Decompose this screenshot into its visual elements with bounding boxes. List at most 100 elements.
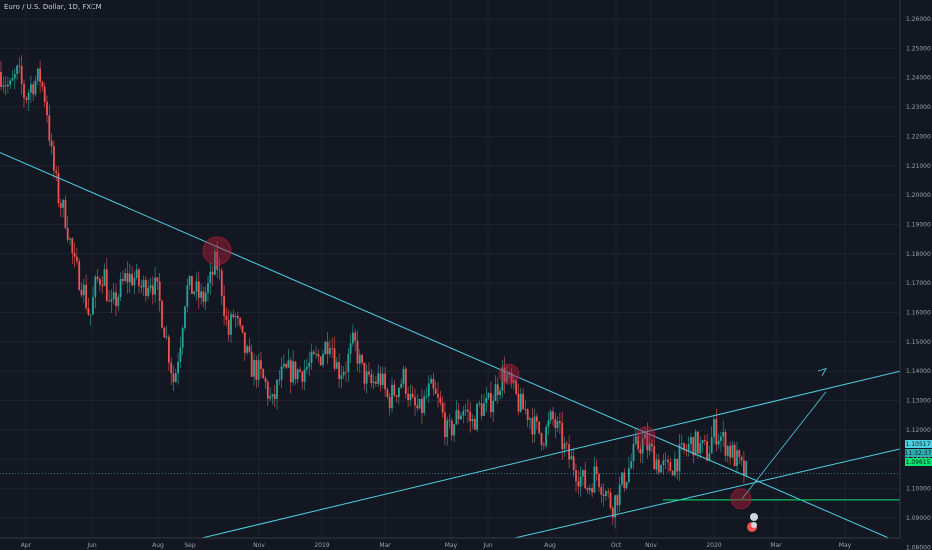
- lower-support-line: [512, 448, 900, 538]
- candle-body: [191, 275, 193, 294]
- candle-body: [430, 378, 432, 384]
- candle-body: [147, 287, 150, 296]
- candle-body: [660, 465, 662, 473]
- candle-body: [23, 83, 25, 98]
- time-tick-label: Aug: [152, 542, 164, 549]
- candle-body: [559, 421, 561, 424]
- candle-body: [241, 325, 244, 333]
- candle-body: [211, 271, 214, 275]
- time-axis[interactable]: [0, 538, 900, 550]
- price-tick-label: 1.12000: [906, 427, 931, 434]
- candle-body: [299, 369, 301, 372]
- candle-body: [248, 346, 251, 352]
- candle-body: [618, 484, 621, 506]
- candle-body: [158, 281, 161, 301]
- time-tick-label: May: [839, 542, 852, 549]
- candle-body: [554, 419, 557, 428]
- candle-body: [145, 279, 147, 296]
- candle-body: [726, 446, 729, 456]
- candle-body: [556, 421, 559, 428]
- candle-body: [20, 65, 23, 84]
- candle-body: [234, 316, 237, 317]
- candle-body: [664, 459, 667, 461]
- candle-body: [103, 269, 106, 286]
- candle-body: [9, 80, 12, 85]
- candle-body: [271, 394, 274, 397]
- candle-body: [614, 495, 616, 518]
- candle-body: [381, 373, 384, 386]
- candle-body: [699, 443, 702, 454]
- event-markers[interactable]: [747, 513, 758, 532]
- price-tick-label: 1.09000: [906, 515, 931, 522]
- chart-title: Euro / U.S. Dollar, 1D, FXCM: [4, 3, 102, 11]
- highlight-circle: [202, 236, 232, 266]
- candle-body: [690, 437, 692, 445]
- highlight-circle: [730, 488, 752, 510]
- candle-body: [526, 409, 529, 420]
- candle-body: [602, 494, 605, 497]
- candle-body: [701, 440, 704, 444]
- trendline-drawings[interactable]: [0, 152, 900, 550]
- candle-body: [181, 328, 184, 348]
- time-tick-label: Nov: [645, 542, 657, 549]
- candle-body: [743, 460, 745, 476]
- highlight-circle: [636, 426, 656, 446]
- price-tick-label: 1.22000: [906, 133, 931, 140]
- candle-body: [388, 396, 391, 409]
- candle-body: [531, 418, 534, 435]
- candle-body: [377, 373, 380, 384]
- candle-body: [2, 85, 5, 87]
- candle-body: [439, 397, 442, 403]
- price-axis[interactable]: [900, 0, 932, 550]
- candle-body: [349, 343, 352, 354]
- candle-body: [517, 393, 520, 412]
- upper-channel-line: [199, 370, 900, 538]
- time-tick-label: Oct: [611, 542, 622, 549]
- candle-body: [39, 68, 41, 83]
- candle-body: [375, 381, 377, 384]
- candle-body: [496, 384, 499, 396]
- candle-body: [202, 291, 205, 302]
- candle-body: [434, 388, 437, 394]
- candle-body: [536, 416, 538, 422]
- candle-body: [616, 495, 619, 506]
- candle-body: [411, 393, 414, 398]
- candle-body: [632, 443, 635, 462]
- candle-body: [232, 314, 235, 317]
- candle-body: [50, 140, 53, 147]
- candle-body: [630, 461, 633, 469]
- candle-body: [331, 348, 334, 350]
- candle-body: [13, 74, 16, 79]
- price-tick-label: 1.14000: [906, 368, 931, 375]
- candle-body: [687, 444, 690, 451]
- candle-body: [55, 170, 58, 173]
- event-marker-icon: [750, 513, 758, 521]
- candle-body: [448, 420, 451, 422]
- candle-body: [611, 507, 614, 518]
- candle-body: [62, 200, 64, 208]
- candle-body: [473, 419, 476, 430]
- candle-body: [319, 356, 322, 366]
- candle-body: [545, 427, 547, 446]
- candle-body: [335, 362, 338, 369]
- candle-body: [303, 369, 306, 382]
- candle-body: [678, 444, 681, 472]
- candle-body: [142, 279, 145, 288]
- candle-body: [600, 487, 603, 495]
- candle-body: [519, 393, 522, 412]
- candle-body: [510, 372, 513, 383]
- candle-body: [404, 368, 407, 394]
- candle-body: [108, 300, 110, 302]
- price-tick-label: 1.17000: [906, 280, 931, 287]
- candle-body: [623, 472, 626, 488]
- candle-body: [117, 296, 120, 306]
- candle-body: [82, 284, 85, 296]
- candle-body: [561, 423, 564, 450]
- candle-body: [648, 443, 651, 451]
- candle-body: [628, 468, 630, 482]
- candle-body: [135, 269, 138, 278]
- candle-body: [7, 84, 9, 87]
- price-tick-label: 1.21000: [906, 163, 931, 170]
- candle-body: [547, 420, 550, 428]
